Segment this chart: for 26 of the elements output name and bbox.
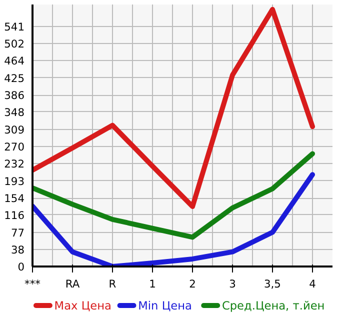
y-tick-label: 502 (4, 38, 25, 51)
x-tick-label: 1 (149, 278, 156, 290)
y-tick-label: 193 (4, 174, 25, 188)
x-tick-label: R (108, 278, 117, 290)
y-tick-label: 386 (4, 89, 25, 102)
y-tick-label: 77 (10, 226, 25, 240)
y-tick-label: 0 (18, 260, 25, 274)
legend-label: Сред.Цена, т.йен (222, 298, 325, 312)
x-tick-label: 3 (229, 278, 236, 290)
y-tick-label: 38 (10, 244, 25, 257)
x-tick-label: 2 (189, 278, 196, 290)
y-tick-label: 270 (4, 140, 25, 154)
x-tick-label: *** (24, 278, 42, 290)
y-tick-label: 541 (4, 20, 25, 34)
y-tick-label: 232 (4, 157, 25, 170)
x-tick-label: 4 (309, 278, 316, 290)
y-tick-label: 348 (4, 106, 25, 119)
y-tick-label: 464 (4, 54, 25, 68)
legend-label: Min Цена (138, 298, 192, 312)
y-tick-label: 309 (4, 123, 25, 136)
legend-label: Max Цена (54, 298, 112, 312)
x-tick-label: RA (65, 278, 80, 290)
x-tick-label: 3,5 (264, 278, 281, 290)
y-tick-label: 425 (4, 72, 25, 85)
y-tick-label: 116 (4, 208, 25, 222)
y-tick-label: 154 (4, 192, 25, 206)
